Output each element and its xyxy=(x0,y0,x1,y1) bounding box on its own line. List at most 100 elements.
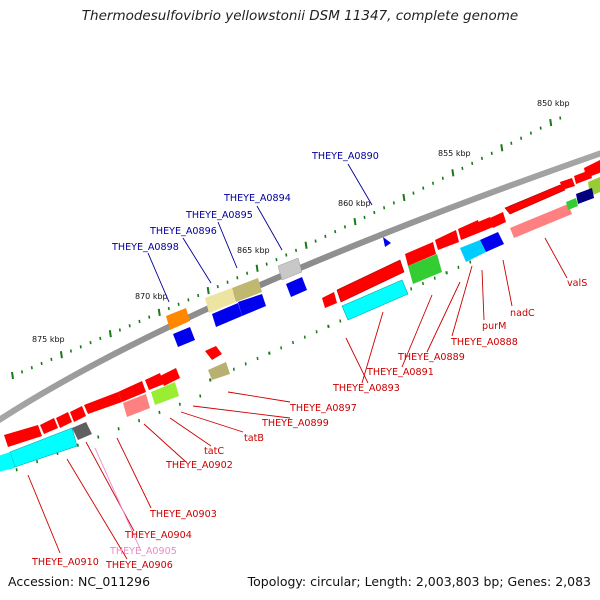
feature-cyan xyxy=(9,427,78,468)
feature-blue xyxy=(480,232,504,252)
scale-tick-minor xyxy=(520,136,523,140)
feature-navy xyxy=(576,188,594,204)
scale-tick-major xyxy=(11,371,14,380)
scale-tick-minor xyxy=(334,230,337,234)
gene-label-THEYE_A0896: THEYE_A0896 xyxy=(149,226,217,237)
scale-tick-minor xyxy=(197,293,200,298)
scale-tick-minor xyxy=(363,215,366,219)
scale-tick-minor xyxy=(50,357,53,361)
gene-label-nadC: nadC xyxy=(510,308,535,319)
scale-tick-major xyxy=(206,286,210,295)
scale-tick-major xyxy=(549,118,553,127)
inner-scale-tick xyxy=(97,435,100,439)
scale-tick-major xyxy=(402,193,406,202)
gene-label-purM: purM xyxy=(482,321,506,332)
scale-tick-minor xyxy=(20,370,24,374)
gene-label-THEYE_A0895: THEYE_A0895 xyxy=(185,210,253,221)
inner-scale-tick xyxy=(315,330,318,334)
gene-labels-pink: THEYE_A0905 xyxy=(109,546,177,557)
feature-orange xyxy=(166,308,190,330)
feature-dark xyxy=(72,422,92,440)
scale-tick-minor xyxy=(275,257,278,262)
feature-cyan xyxy=(341,279,409,321)
inner-scale-tick xyxy=(256,356,259,361)
feature-khaki xyxy=(208,362,230,380)
feature-red xyxy=(4,425,42,447)
inner-scale-tick xyxy=(199,394,202,398)
feature-pink xyxy=(510,204,572,238)
inner-scale-tick xyxy=(327,324,330,329)
gene-label-THEYE_A0910: THEYE_A0910 xyxy=(31,557,99,568)
gene-label-THEYE_A0898: THEYE_A0898 xyxy=(111,242,179,253)
inner-scale-tick xyxy=(178,402,181,406)
scale-tick-minor xyxy=(30,366,33,370)
gene-label-THEYE_A0904: THEYE_A0904 xyxy=(124,530,192,541)
scale-labels: 850 kbp 855 kbp 860 kbp 865 kbp 870 kbp … xyxy=(32,99,570,344)
feature-lime xyxy=(151,382,179,405)
gene-label-THEYE_A0902: THEYE_A0902 xyxy=(165,460,233,471)
scale-tick-minor xyxy=(373,210,376,215)
scale-tick-major xyxy=(353,217,357,226)
gene-label-tatC: tatC xyxy=(204,446,224,457)
gene-label-THEYE_A0893: THEYE_A0893 xyxy=(332,383,400,394)
scale-label-865: 865 kbp xyxy=(237,246,270,255)
forward-strand-features xyxy=(4,160,600,447)
scale-tick-major xyxy=(255,264,259,272)
scale-tick-minor xyxy=(118,328,121,332)
scale-tick-minor xyxy=(324,234,327,239)
scale-label-875: 875 kbp xyxy=(32,335,65,344)
scale-tick-minor xyxy=(79,345,82,349)
scale-tick-minor xyxy=(226,280,229,284)
accession-text: Accession: NC_011296 xyxy=(8,574,151,589)
scale-tick-minor xyxy=(471,161,474,165)
gene-label-THEYE_A0891: THEYE_A0891 xyxy=(366,367,434,378)
inner-scale-tick xyxy=(421,281,424,286)
scale-tick-minor xyxy=(431,181,435,185)
feature-cyan xyxy=(460,240,486,262)
inner-scale-tick xyxy=(445,271,448,275)
inner-scale-tick xyxy=(433,276,436,280)
inner-scale-tick xyxy=(15,468,18,472)
feature-green xyxy=(566,198,578,210)
gene-label-THEYE_A0899: THEYE_A0899 xyxy=(261,418,329,429)
inner-scale-tick xyxy=(36,459,39,464)
feature-blue xyxy=(173,327,195,347)
scale-tick-minor xyxy=(294,248,298,253)
gene-labels-red: valS nadC purM THEYE_A0888 THEYE_A0889 T… xyxy=(31,278,587,571)
feature-red xyxy=(478,217,493,232)
scale-label-855: 855 kbp xyxy=(438,149,471,158)
inner-scale-tick xyxy=(469,260,472,264)
inner-scale-tick xyxy=(117,427,120,431)
feature-yellow xyxy=(205,288,236,313)
feature-gray xyxy=(277,257,303,281)
scale-tick-minor xyxy=(529,131,532,135)
scale-tick-minor xyxy=(177,302,180,306)
feature-cyan xyxy=(0,452,15,472)
scale-tick-minor xyxy=(167,306,170,311)
feature-red xyxy=(435,230,459,250)
scale-label-850: 850 kbp xyxy=(537,99,570,108)
inner-scale-tick xyxy=(280,346,283,350)
feature-red xyxy=(584,160,600,178)
scale-tick-minor xyxy=(285,253,288,257)
feature-red xyxy=(322,292,337,308)
map-title: Thermodesulfovibrio yellowstonii DSM 113… xyxy=(81,8,519,24)
feature-blue xyxy=(238,294,266,316)
feature-red xyxy=(56,412,72,428)
feature-red xyxy=(490,212,506,228)
gene-labels-blue: THEYE_A0890 THEYE_A0894 THEYE_A0895 THEY… xyxy=(111,151,379,253)
feature-blue xyxy=(383,237,391,247)
feature-red xyxy=(458,220,481,240)
scale-tick-minor xyxy=(441,176,444,180)
scale-tick-minor xyxy=(412,191,415,195)
scale-tick-minor xyxy=(138,319,141,324)
feature-red xyxy=(405,242,436,266)
scale-tick-major xyxy=(157,308,161,316)
feature-red xyxy=(84,392,122,414)
gene-label-THEYE_A0905: THEYE_A0905 xyxy=(109,546,177,557)
scale-tick-minor xyxy=(89,340,92,345)
scale-tick-minor xyxy=(480,156,484,160)
scale-tick-minor xyxy=(128,324,131,328)
scale-tick-minor xyxy=(265,262,268,266)
